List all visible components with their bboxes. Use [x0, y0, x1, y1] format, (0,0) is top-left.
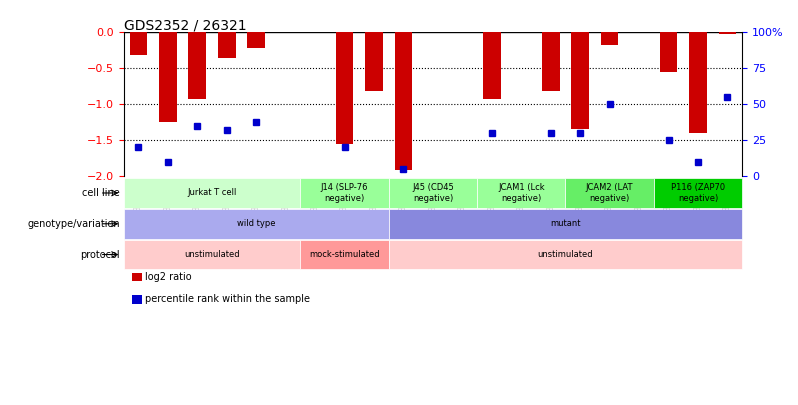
Bar	[660, 32, 678, 72]
Bar	[188, 32, 206, 99]
Text: J45 (CD45
negative): J45 (CD45 negative)	[412, 183, 454, 202]
Text: protocol: protocol	[80, 249, 120, 260]
Bar	[689, 32, 707, 133]
Bar	[218, 32, 235, 58]
Text: cell line: cell line	[82, 188, 120, 198]
Bar	[365, 32, 383, 92]
Bar	[542, 32, 559, 92]
Text: Jurkat T cell: Jurkat T cell	[188, 188, 237, 198]
Text: unstimulated: unstimulated	[538, 250, 593, 259]
Text: JCAM1 (Lck
negative): JCAM1 (Lck negative)	[498, 183, 544, 202]
Bar	[336, 32, 354, 144]
Bar	[571, 32, 589, 130]
Bar	[247, 32, 265, 48]
Text: unstimulated: unstimulated	[184, 250, 240, 259]
Text: mutant: mutant	[550, 219, 581, 228]
Text: log2 ratio: log2 ratio	[145, 272, 192, 281]
Bar	[483, 32, 500, 99]
Bar	[129, 32, 148, 55]
Text: JCAM2 (LAT
negative): JCAM2 (LAT negative)	[586, 183, 634, 202]
Text: P116 (ZAP70
negative): P116 (ZAP70 negative)	[671, 183, 725, 202]
Text: mock-stimulated: mock-stimulated	[310, 250, 380, 259]
Text: J14 (SLP-76
negative): J14 (SLP-76 negative)	[321, 183, 369, 202]
Text: genotype/variation: genotype/variation	[27, 219, 120, 229]
Bar	[159, 32, 176, 122]
Bar	[601, 32, 618, 45]
Bar	[395, 32, 413, 171]
Bar	[718, 32, 737, 34]
Text: GDS2352 / 26321: GDS2352 / 26321	[124, 18, 247, 32]
Text: percentile rank within the sample: percentile rank within the sample	[145, 294, 310, 304]
Text: wild type: wild type	[237, 219, 275, 228]
